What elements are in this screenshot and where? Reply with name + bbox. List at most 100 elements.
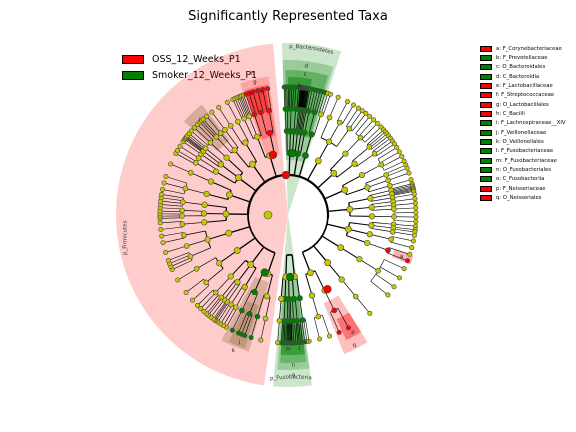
tree-branch (266, 274, 273, 297)
tree-branch (190, 172, 212, 182)
tree-node (192, 160, 199, 166)
tree-branch (292, 87, 294, 110)
tree-node (367, 195, 374, 202)
tree-branch (317, 172, 335, 189)
tree-node (327, 91, 333, 97)
taxa-legend: a: F_Corynebacteriaceae b: F_Prevotellac… (480, 44, 566, 203)
tree-branch (210, 299, 225, 318)
group-label-oss: OSS_12_Weeks_P1 (152, 53, 241, 65)
tree-node (387, 182, 393, 189)
taxa-swatch (480, 167, 492, 174)
tree-node (159, 233, 165, 239)
tree-node (248, 335, 254, 341)
tree-branch (238, 96, 248, 118)
taxa-swatch (480, 111, 492, 118)
tree-branch (226, 307, 238, 328)
tree-node (193, 265, 200, 272)
tree-branch (369, 189, 392, 196)
tree-branch (393, 226, 416, 230)
taxa-swatch (480, 55, 492, 62)
tree-node (308, 131, 315, 138)
tree-branch (183, 230, 206, 236)
tree-branch (393, 207, 416, 210)
tree-node (165, 257, 171, 263)
tree-branch (380, 266, 400, 279)
sector-letter-l: l (299, 346, 301, 352)
sector-letter-h: h (251, 71, 255, 77)
tree-branch (268, 110, 274, 133)
tree-branch (301, 110, 307, 133)
taxa-swatch (480, 92, 492, 99)
tree-branch (303, 88, 308, 111)
tree-branch (230, 125, 243, 145)
tree-branch (391, 184, 413, 191)
tree-branch (298, 87, 302, 110)
tree-node (364, 184, 371, 191)
tree-branch (197, 124, 214, 141)
tree-branch (184, 139, 203, 153)
tree-node (358, 171, 366, 179)
tree-branch (393, 223, 416, 227)
tree-branch (243, 94, 252, 116)
tree-node (190, 297, 196, 303)
tree-branch (291, 254, 296, 277)
tree-node (247, 261, 255, 268)
tree-branch (207, 232, 229, 241)
tree-node (263, 293, 271, 300)
tree-branch (213, 300, 227, 320)
tree-branch (197, 289, 214, 306)
tree-branch (308, 112, 315, 134)
tree-branch (302, 88, 307, 111)
tree-branch (391, 187, 414, 193)
tree-node (161, 180, 167, 186)
tree-node (246, 113, 252, 120)
sector-letter-m: m (285, 347, 290, 353)
tree-branch (220, 132, 235, 151)
tree-branch (241, 313, 250, 335)
taxa-legend-label: c: O_Bacteroidales (496, 64, 546, 71)
tree-node (203, 279, 210, 286)
tree-node (383, 172, 389, 178)
tree-branch (182, 141, 202, 155)
tree-branch (170, 257, 192, 267)
tree-node (233, 304, 239, 311)
tree-branch (371, 204, 394, 208)
tree-branch (336, 128, 350, 147)
tree-branch (392, 231, 415, 236)
tree-branch (206, 193, 229, 200)
tree-node (222, 210, 230, 218)
sector-letter-n: n (291, 362, 295, 368)
tree-branch (340, 247, 360, 260)
tree-node (201, 309, 207, 315)
tree-branch (221, 280, 236, 298)
tree-branch (314, 270, 326, 291)
tree-branch (298, 87, 301, 110)
tree-branch (393, 220, 416, 222)
taxa-legend-item: n: O_Fusobacteriales (480, 165, 566, 174)
tree-branch (355, 116, 370, 134)
tree-branch (250, 246, 265, 265)
tree-branch (390, 183, 413, 190)
tree-branch (349, 110, 363, 129)
tree-node (179, 199, 186, 205)
tree-branch (293, 109, 296, 132)
tree-branch (220, 164, 239, 179)
taxa-legend-item: l: F_Fusobacteriaceae (480, 147, 566, 156)
tree-branch (165, 176, 187, 184)
tree-branch (216, 136, 232, 154)
tree-branch (299, 320, 303, 343)
tree-branch (283, 298, 286, 321)
tree-branch (361, 164, 382, 176)
tree-node (342, 150, 349, 157)
tree-branch (374, 140, 393, 154)
tree-node (209, 109, 215, 115)
tree-branch (252, 91, 260, 114)
taxa-swatch (480, 185, 492, 192)
tree-node (311, 109, 318, 116)
tree-branch (217, 303, 231, 323)
tree-branch (244, 142, 257, 162)
tree-node (318, 111, 324, 118)
tree-branch (293, 153, 299, 176)
tree-branch (280, 276, 284, 299)
tree-branch (367, 179, 389, 188)
